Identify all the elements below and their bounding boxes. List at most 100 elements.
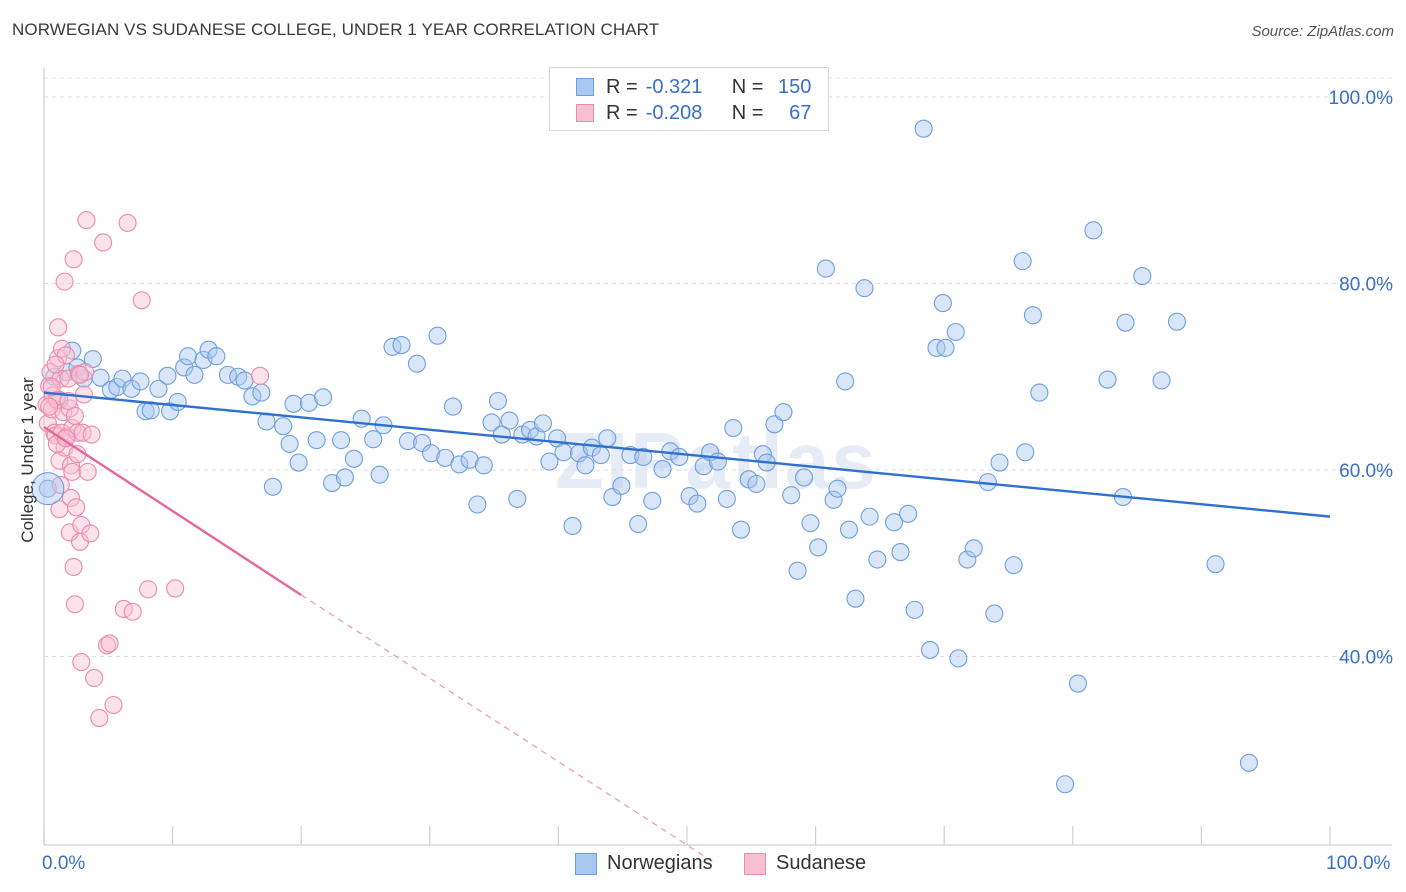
norwegian-point xyxy=(949,649,968,668)
norwegian-point xyxy=(1133,266,1152,286)
norwegian-point xyxy=(914,119,933,138)
norwegian-point xyxy=(933,294,952,313)
norwegian-point xyxy=(1023,306,1042,325)
norwegian-point xyxy=(307,431,326,450)
n-value: 67 xyxy=(789,101,812,124)
norwegian-point xyxy=(765,415,784,434)
sudanese-point xyxy=(61,488,81,508)
sudanese-point xyxy=(56,429,75,448)
norwegian-point xyxy=(1084,221,1103,240)
sudanese-point xyxy=(166,579,185,598)
norwegian-point xyxy=(460,450,479,469)
y-tick-label: 60.0% xyxy=(1339,461,1393,482)
norwegian-point xyxy=(653,460,672,479)
norwegian-point xyxy=(1030,383,1049,402)
norwegian-point xyxy=(443,397,462,416)
r-value: -0.208 xyxy=(645,101,703,124)
sudanese-point xyxy=(63,462,82,481)
sudanese-point xyxy=(85,668,104,687)
legend-swatch-sudanese xyxy=(744,852,766,875)
sudanese-point xyxy=(250,366,270,385)
norwegian-point xyxy=(1056,775,1075,794)
norwegian-point xyxy=(284,394,303,413)
sudanese-point xyxy=(64,557,83,577)
n-label: N = xyxy=(731,75,764,98)
norwegian-point xyxy=(788,561,807,580)
norwegian-point xyxy=(899,504,918,523)
n-label: N = xyxy=(731,101,764,124)
norwegian-point xyxy=(629,515,648,534)
sudanese-point xyxy=(56,346,75,365)
norwegian-point xyxy=(1004,556,1023,575)
sudanese-trend-line xyxy=(43,426,302,596)
norwegian-point xyxy=(964,539,983,558)
norwegian-point xyxy=(801,514,820,533)
r-value: -0.321 xyxy=(645,75,703,98)
norwegian-point xyxy=(398,432,417,451)
norwegian-point xyxy=(450,455,469,474)
norwegian-point xyxy=(839,520,859,539)
norwegian-point xyxy=(816,259,835,278)
legend-swatch-sudanese xyxy=(576,104,594,122)
norwegian-point xyxy=(488,391,508,411)
sudanese-point xyxy=(69,364,88,384)
norwegian-point xyxy=(482,413,501,432)
norwegian-point xyxy=(122,379,141,398)
norwegian-point xyxy=(921,640,940,660)
norwegian-point xyxy=(364,430,383,449)
legend-item-sudanese[interactable]: Sudanese xyxy=(744,852,866,875)
norwegian-point xyxy=(576,456,595,475)
norwegian-point xyxy=(1206,555,1225,574)
norwegian-point xyxy=(905,600,924,619)
norwegian-point xyxy=(1013,252,1032,271)
norwegian-point xyxy=(936,338,955,357)
norwegian-point xyxy=(508,489,527,508)
norwegian-point xyxy=(175,358,194,377)
norwegian-point xyxy=(263,477,282,496)
sudanese-point xyxy=(132,291,151,310)
norwegian-point xyxy=(344,449,363,468)
norwegian-point xyxy=(643,491,662,510)
norwegian-point xyxy=(243,387,262,406)
norwegian-point xyxy=(1068,674,1087,693)
norwegian-point xyxy=(178,347,198,366)
norwegian-point xyxy=(252,383,271,402)
norwegian-point xyxy=(868,550,887,569)
norwegian-point xyxy=(131,372,150,391)
norwegian-point xyxy=(533,414,553,433)
norwegian-point xyxy=(680,487,699,506)
data-points xyxy=(31,119,1259,794)
norwegian-point xyxy=(314,388,333,407)
sudanese-point xyxy=(59,369,78,388)
legend-row-sudanese: R = -0.208 N = 67 xyxy=(576,101,811,125)
norwegian-point xyxy=(985,604,1004,623)
x-tick-label-max: 100.0% xyxy=(1326,853,1391,874)
norwegian-point xyxy=(836,372,855,391)
sudanese-point xyxy=(42,400,61,419)
norwegian-point xyxy=(809,538,828,557)
norwegian-point xyxy=(335,468,354,487)
norwegian-point xyxy=(392,335,411,355)
sudanese-point xyxy=(64,250,83,269)
chart-title: NORWEGIAN VS SUDANESE COLLEGE, UNDER 1 Y… xyxy=(12,20,660,39)
legend-swatch-norwegians xyxy=(576,78,594,96)
sudanese-point xyxy=(73,423,92,442)
sudanese-point xyxy=(51,475,70,494)
legend-item-norwegians[interactable]: Norwegians xyxy=(575,852,713,875)
sudanese-point xyxy=(82,425,101,444)
sudanese-point xyxy=(76,363,95,382)
y-tick-label: 100.0% xyxy=(1329,88,1394,109)
sudanese-point xyxy=(61,456,81,475)
r-label: R = xyxy=(606,75,638,98)
norwegian-point xyxy=(332,431,351,450)
norwegian-point xyxy=(1167,312,1187,331)
sudanese-point xyxy=(70,365,90,384)
norwegian-point xyxy=(708,452,727,471)
sudanese-point xyxy=(94,233,113,252)
norwegian-point xyxy=(422,444,441,463)
norwegian-point xyxy=(289,453,308,472)
source-label: Source: ZipAtlas.com xyxy=(1251,23,1394,40)
norwegian-point xyxy=(500,411,519,430)
norwegian-point xyxy=(280,434,299,453)
